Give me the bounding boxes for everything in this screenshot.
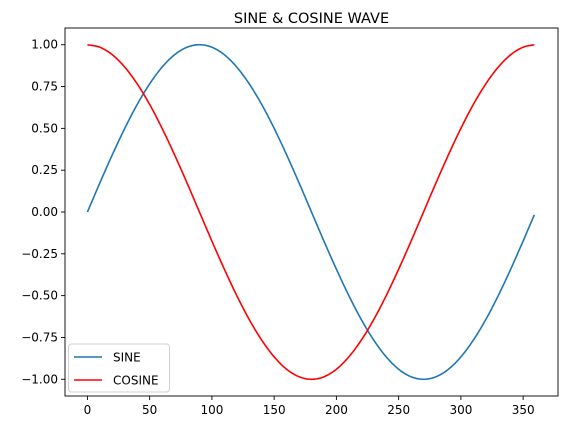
y-tick-label: 0.50 — [31, 121, 58, 135]
y-tick-label: −1.00 — [21, 372, 58, 386]
x-tick-label: 0 — [84, 403, 92, 417]
series-line-cosine — [87, 43, 535, 381]
y-tick-label: −0.75 — [21, 330, 58, 344]
y-tick-label: 0.25 — [31, 163, 58, 177]
x-tick-label: 350 — [512, 403, 535, 417]
chart-title: SINE & COSINE WAVE — [234, 11, 389, 27]
y-tick-label: 0.75 — [31, 80, 58, 94]
x-axis: 0 50 100 150 200 250 300 350 — [84, 396, 535, 417]
y-axis: 1.00 0.75 0.50 0.25 0.00 −0.25 −0.50 −0.75 −1.00 — [21, 38, 65, 386]
legend-label-cosine: COSINE — [113, 374, 159, 388]
y-tick-label: −0.50 — [21, 289, 58, 303]
y-tick-label: 0.00 — [31, 205, 58, 219]
y-tick-label: 1.00 — [31, 38, 58, 52]
x-tick-label: 150 — [263, 403, 286, 417]
x-tick-label: 50 — [142, 403, 157, 417]
series-line-sine — [86, 43, 536, 381]
y-tick-label: −0.25 — [21, 247, 58, 261]
legend: SINE COSINE — [68, 343, 170, 393]
x-tick-label: 100 — [200, 403, 223, 417]
x-tick-label: 200 — [325, 403, 348, 417]
legend-label-sine: SINE — [113, 351, 141, 365]
x-tick-label: 300 — [449, 403, 472, 417]
series-layer — [86, 43, 536, 381]
x-tick-label: 250 — [387, 403, 410, 417]
